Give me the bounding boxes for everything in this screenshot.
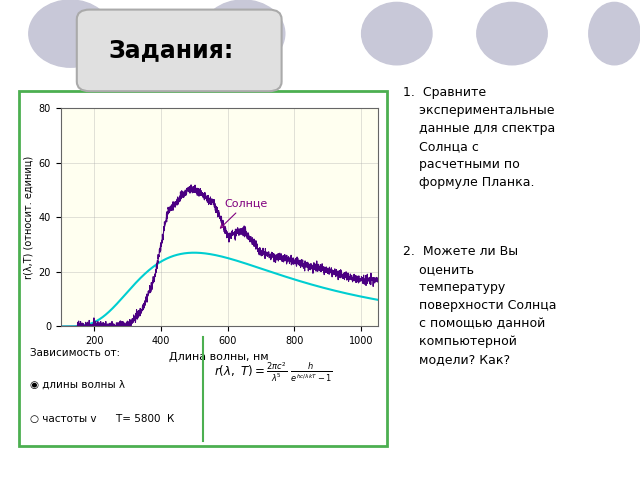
Text: Солнце: Солнце: [220, 198, 268, 228]
Text: 2.  Можете ли Вы
    оценить
    температуру
    поверхности Солнца
    с помощь: 2. Можете ли Вы оценить температуру пове…: [403, 245, 557, 366]
Text: Задания:: Задания:: [109, 38, 234, 62]
X-axis label: Длина волны, нм: Длина волны, нм: [170, 352, 269, 362]
Text: $r(\lambda,\ T) = \frac{2\pi c^2}{\lambda^5}\ \frac{h}{e^{hc/\lambda kT}-1}$: $r(\lambda,\ T) = \frac{2\pi c^2}{\lambd…: [214, 360, 333, 384]
Text: 1.  Сравните
    экспериментальные
    данные для спектра
    Солнца с
    расче: 1. Сравните экспериментальные данные для…: [403, 86, 556, 190]
Y-axis label: r(λ,T) (относит. единиц): r(λ,T) (относит. единиц): [23, 156, 33, 279]
Text: Зависимость от:: Зависимость от:: [30, 348, 120, 359]
Text: ◉ длины волны λ: ◉ длины волны λ: [30, 380, 125, 390]
Text: ○ частоты v      T= 5800  К: ○ частоты v T= 5800 К: [30, 414, 175, 424]
